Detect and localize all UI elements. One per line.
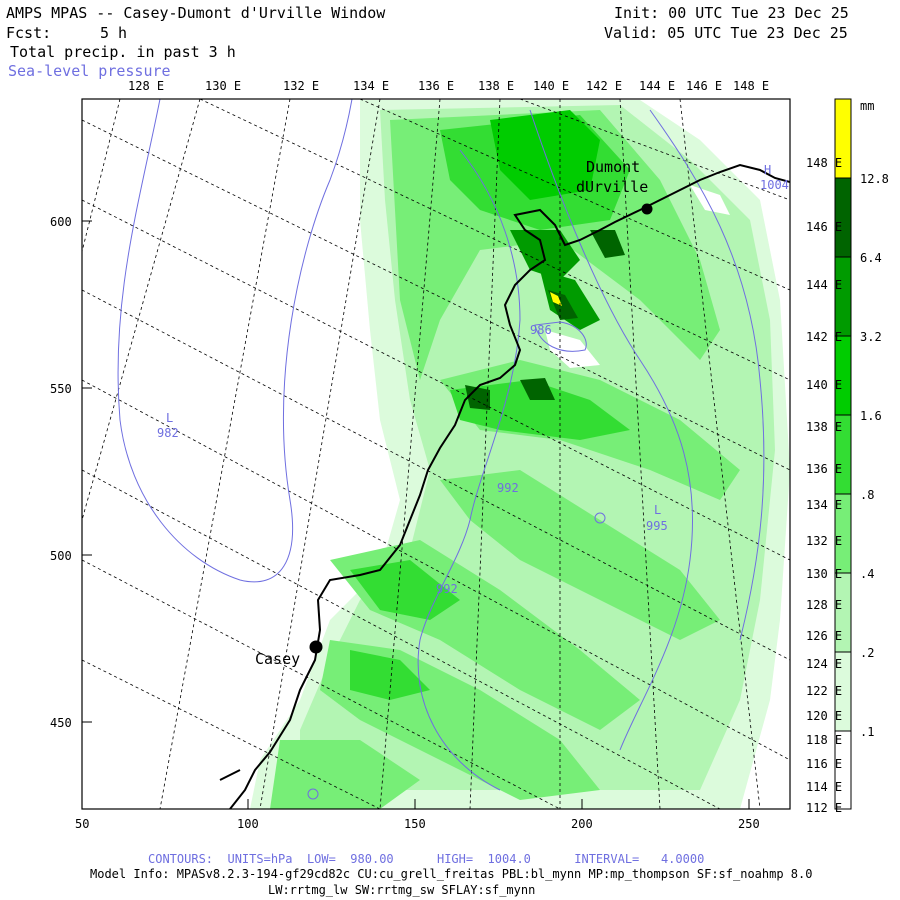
- graticule: [82, 99, 790, 809]
- pressure-low-label: L: [166, 411, 174, 425]
- dumont-durville-marker: [641, 203, 653, 215]
- lon-label: 144 E: [639, 79, 676, 93]
- map-frame: [81, 98, 791, 810]
- colorbar-level: 6.4: [860, 251, 882, 265]
- lon-label: 128 E: [128, 79, 165, 93]
- station-label-durville: dUrville: [576, 178, 649, 196]
- colorbar-level: 3.2: [860, 330, 882, 344]
- edge-lon-label: 128 E: [806, 598, 843, 612]
- edge-lon-label: 142 E: [806, 330, 843, 344]
- init-time: Init: 00 UTC Tue 23 Dec 25: [614, 4, 849, 22]
- x-tick-label: 250: [738, 817, 760, 831]
- colorbar-level: .2: [860, 646, 875, 660]
- x-tick-label: 50: [75, 817, 90, 831]
- field-pressure-label: Sea-level pressure: [8, 62, 171, 80]
- lon-label: 138 E: [478, 79, 515, 93]
- colorbar-level: .1: [860, 725, 875, 739]
- pressure-low-label: L: [654, 503, 662, 517]
- lon-label: 132 E: [283, 79, 320, 93]
- edge-lon-label: 132 E: [806, 534, 843, 548]
- x-tick-label: 150: [404, 817, 426, 831]
- pressure-value-label: 1004: [760, 178, 789, 192]
- edge-lon-label: 114 E: [806, 780, 843, 794]
- pressure-value-label: 992: [497, 481, 519, 495]
- lon-label: 146 E: [686, 79, 723, 93]
- lon-label: 148 E: [733, 79, 770, 93]
- edge-lon-label: 122 E: [806, 684, 843, 698]
- colorbar-level: .4: [860, 567, 875, 581]
- valid-time: Valid: 05 UTC Tue 23 Dec 25: [604, 24, 848, 42]
- axis-ticks: [81, 220, 750, 809]
- lon-label: 130 E: [205, 79, 242, 93]
- y-tick-label: 450: [50, 716, 72, 730]
- colorbar: [834, 98, 852, 810]
- forecast-value: 5 h: [100, 24, 128, 42]
- map-title: AMPS MPAS -- Casey-Dumont d'Urville Wind…: [6, 4, 386, 22]
- station-label-casey: Casey: [255, 650, 301, 668]
- edge-lon-label: 144 E: [806, 278, 843, 292]
- edge-lon-label: 146 E: [806, 220, 843, 234]
- colorbar-level: 12.8: [860, 172, 889, 186]
- forecast-label: Fcst:: [6, 24, 52, 42]
- field-precip-label: Total precip. in past 3 h: [10, 43, 236, 61]
- edge-lon-label: 140 E: [806, 378, 843, 392]
- station-label-dumont: Dumont: [586, 158, 641, 176]
- edge-lon-label: 116 E: [806, 757, 843, 771]
- edge-lon-label: 138 E: [806, 420, 843, 434]
- y-tick-label: 550: [50, 382, 72, 396]
- edge-lon-label: 136 E: [806, 462, 843, 476]
- precip-field: [250, 100, 790, 809]
- colorbar-unit: mm: [860, 99, 875, 113]
- model-info-line2: LW:rrtmg_lw SW:rrtmg_sw SFLAY:sf_mynn: [268, 883, 536, 897]
- edge-lon-label: 118 E: [806, 733, 843, 747]
- pressure-value-label: 992: [436, 582, 458, 596]
- pressure-high-label: H: [764, 163, 772, 177]
- y-tick-label: 500: [50, 549, 72, 563]
- x-tick-label: 100: [237, 817, 259, 831]
- lon-label: 142 E: [586, 79, 623, 93]
- lon-label: 134 E: [353, 79, 390, 93]
- y-tick-label: 600: [50, 215, 72, 229]
- pressure-contours: [117, 99, 765, 800]
- edge-lon-label: 124 E: [806, 657, 843, 671]
- edge-lon-label: 126 E: [806, 629, 843, 643]
- colorbar-level: 1.6: [860, 409, 882, 423]
- pressure-value-label: 982: [157, 426, 179, 440]
- x-tick-label: 200: [571, 817, 593, 831]
- pressure-value-label: 986: [530, 323, 552, 337]
- edge-lon-label: 148 E: [806, 156, 843, 170]
- lon-label: 136 E: [418, 79, 455, 93]
- casey-marker: [309, 640, 323, 654]
- contours-info: CONTOURS: UNITS=hPa LOW= 980.00 HIGH= 10…: [148, 852, 705, 866]
- pressure-value-label: 995: [646, 519, 668, 533]
- edge-lon-label: 120 E: [806, 709, 843, 723]
- edge-lon-label: 130 E: [806, 567, 843, 581]
- edge-lon-label: 112 E: [806, 801, 843, 815]
- edge-lon-label: 134 E: [806, 498, 843, 512]
- lon-label: 140 E: [533, 79, 570, 93]
- colorbar-level: .8: [860, 488, 875, 502]
- model-info: Model Info: MPASv8.2.3-194-gf29cd82c CU:…: [90, 867, 813, 881]
